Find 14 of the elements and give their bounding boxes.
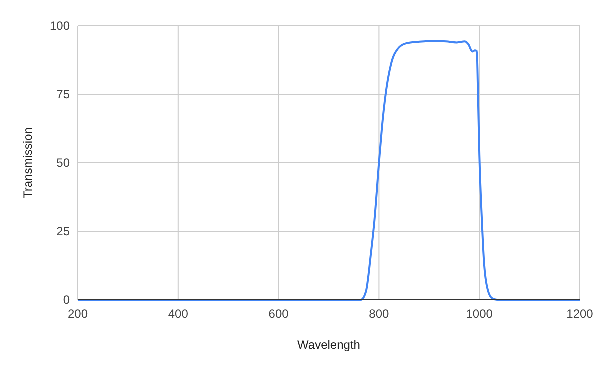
- x-tick-label: 400: [168, 307, 189, 321]
- x-tick-label: 1000: [466, 307, 494, 321]
- y-tick-label: 75: [56, 88, 70, 102]
- y-tick-label: 100: [50, 19, 70, 33]
- y-axis-title: Transmission: [21, 128, 35, 198]
- x-tick-label: 200: [68, 307, 88, 321]
- y-tick-label: 50: [56, 156, 70, 170]
- y-tick-label: 0: [63, 293, 70, 307]
- x-tick-label: 600: [268, 307, 290, 321]
- x-tick-label: 1200: [566, 307, 594, 321]
- x-tick-label: 800: [369, 307, 390, 321]
- x-axis-title: Wavelength: [298, 338, 360, 352]
- line-series: [77, 40, 581, 301]
- y-tick-label: 25: [56, 224, 70, 238]
